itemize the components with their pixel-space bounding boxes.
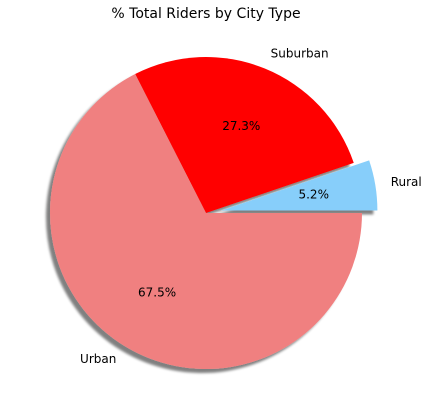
slice-label-rural: Rural (391, 175, 422, 189)
pie-labels: Rural 5.2% Suburban 27.3% Urban 67.5% (80, 47, 422, 366)
pie-slices (49, 56, 378, 369)
pie-slice-suburban (135, 56, 354, 213)
slice-label-urban: Urban (80, 352, 116, 366)
slice-label-suburban: Suburban (271, 47, 329, 61)
pie-slice-rural (221, 160, 378, 211)
slice-percent-suburban: 27.3% (222, 119, 260, 133)
pie-slice-urban (49, 74, 363, 369)
chart-title: % Total Riders by City Type (111, 6, 300, 22)
slice-percent-urban: 67.5% (138, 285, 176, 299)
slice-percent-rural: 5.2% (298, 188, 329, 202)
